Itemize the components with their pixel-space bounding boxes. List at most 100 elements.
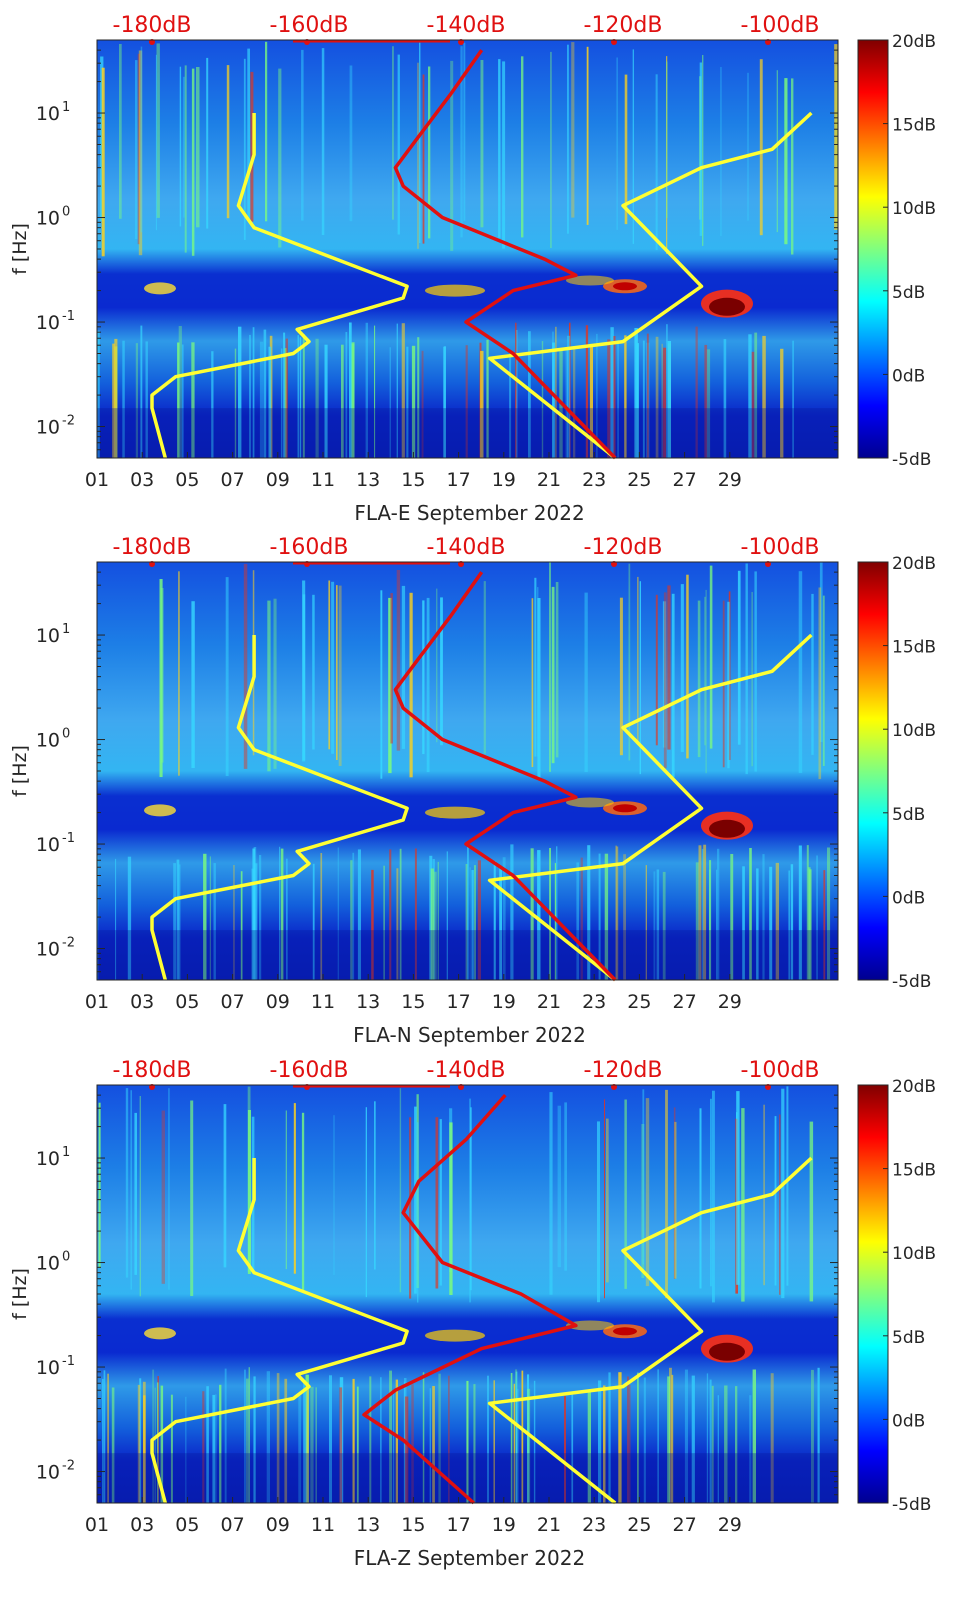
- y-tick-label: 10 -1: [36, 1354, 75, 1379]
- x-tick-label: 25: [627, 991, 651, 1013]
- x-tick-label: 15: [401, 1514, 425, 1536]
- y-tick-label: 10 1: [36, 100, 70, 125]
- x-tick-label: 05: [175, 469, 199, 491]
- y-tick-label: 10 -2: [36, 414, 75, 439]
- panel-fla-z: 01 03 05 07 09 11 13 15 17 19 21 23 25 27 29 FLA-Z Sept…: [9, 1058, 936, 1570]
- top-db-tick-label: -180dB: [113, 1058, 192, 1083]
- colorbar-tick-label: -5dB: [892, 450, 931, 470]
- y-tick-label: 10 0: [36, 727, 70, 752]
- x-tick-label: 29: [718, 1514, 742, 1536]
- spectrogram-hotspots: [144, 797, 753, 840]
- series-line-3: [393, 571, 617, 982]
- x-tick-label: 01: [85, 991, 109, 1013]
- top-db-tick-label: -120dB: [584, 535, 663, 560]
- x-tick-label: 01: [85, 1514, 109, 1536]
- x-tick-label: 09: [266, 991, 290, 1013]
- x-tick-label: 21: [537, 1514, 561, 1536]
- y-tick-label: 10 -2: [36, 1459, 75, 1484]
- colorbar-tick-label: 15dB: [892, 116, 936, 136]
- x-axis-label: FLA-N September 2022: [353, 1023, 586, 1047]
- colorbar-tick-label: -5dB: [892, 1495, 931, 1515]
- x-tick-label: 03: [130, 1514, 154, 1536]
- top-db-tick-label: -180dB: [113, 535, 192, 560]
- x-tick-label: 07: [221, 469, 245, 491]
- series-line-1: [150, 1158, 409, 1504]
- top-db-tick-label: -140dB: [427, 535, 506, 560]
- y-axis-label: f [Hz]: [9, 223, 31, 275]
- colorbar-tick-label: 20dB: [892, 1077, 936, 1097]
- x-tick-label: 25: [627, 1514, 651, 1536]
- colorbar-tick-label: 5dB: [892, 1328, 925, 1348]
- x-tick-label: 15: [401, 469, 425, 491]
- top-db-tick-label: -160dB: [270, 535, 349, 560]
- panel-fla-e: 01 03 05 07 09 11 13 15 17 19 21 23 25 27 29 FLA-E Sept…: [9, 13, 936, 525]
- top-db-tick-label: -140dB: [427, 13, 506, 38]
- y-tick-label: 10 0: [36, 1250, 70, 1275]
- colorbar-tick-label: 20dB: [892, 32, 936, 52]
- y-axis-label: f [Hz]: [9, 745, 31, 797]
- x-tick-label: 05: [175, 1514, 199, 1536]
- x-tick-label: 19: [492, 991, 516, 1013]
- colorbar-tick-label: 10dB: [892, 199, 936, 219]
- x-tick-label: 19: [492, 469, 516, 491]
- y-tick-label: 10 1: [36, 1145, 70, 1170]
- y-tick-label: 10 -1: [36, 309, 75, 334]
- colorbar-tick-label: -5dB: [892, 972, 931, 992]
- y-tick-label: 10 -2: [36, 936, 75, 961]
- x-tick-label: 17: [447, 469, 471, 491]
- series-line-2: [487, 111, 813, 460]
- spectrogram-hotspots: [144, 1320, 753, 1363]
- x-tick-label: 29: [718, 469, 742, 491]
- top-db-tick-label: -100dB: [741, 13, 820, 38]
- panel-fla-n: 01 03 05 07 09 11 13 15 17 19 21 23 25 27 29 FLA-N Sept…: [9, 535, 936, 1047]
- x-tick-label: 23: [582, 1514, 606, 1536]
- x-tick-label: 13: [356, 469, 380, 491]
- y-tick-label: 10 0: [36, 205, 70, 230]
- x-tick-label: 23: [582, 469, 606, 491]
- x-axis-label: FLA-Z September 2022: [354, 1546, 585, 1570]
- spectrogram-streaks: [97, 41, 838, 458]
- x-tick-label: 17: [447, 1514, 471, 1536]
- colorbar-tick-label: 20dB: [892, 554, 936, 574]
- top-db-tick-label: -100dB: [741, 535, 820, 560]
- colorbar-tick-label: 15dB: [892, 1161, 936, 1181]
- x-tick-label: 21: [537, 469, 561, 491]
- series-line-3: [362, 1093, 578, 1505]
- top-db-tick-label: -100dB: [741, 1058, 820, 1083]
- x-tick-label: 21: [537, 991, 561, 1013]
- x-tick-label: 17: [447, 991, 471, 1013]
- x-tick-label: 15: [401, 991, 425, 1013]
- x-tick-label: 03: [130, 469, 154, 491]
- colorbar-tick-label: 0dB: [892, 366, 925, 386]
- colorbar-tick-label: 0dB: [892, 888, 925, 908]
- x-tick-label: 09: [266, 469, 290, 491]
- colorbar-tick-label: 15dB: [892, 638, 936, 658]
- top-db-tick-label: -140dB: [427, 1058, 506, 1083]
- x-tick-label: 11: [311, 1514, 335, 1536]
- series-line-1: [150, 113, 409, 459]
- x-tick-label: 27: [673, 991, 697, 1013]
- x-tick-label: 03: [130, 991, 154, 1013]
- x-tick-label: 29: [718, 991, 742, 1013]
- colorbar-tick-label: 10dB: [892, 1244, 936, 1264]
- y-tick-label: 10 1: [36, 622, 70, 647]
- series-line-2: [487, 1156, 813, 1505]
- x-tick-label: 13: [356, 991, 380, 1013]
- x-tick-label: 09: [266, 1514, 290, 1536]
- x-tick-label: 11: [311, 991, 335, 1013]
- spectrogram-hotspots: [144, 275, 753, 318]
- top-db-tick-label: -180dB: [113, 13, 192, 38]
- colorbar: [857, 39, 889, 459]
- x-tick-label: 23: [582, 991, 606, 1013]
- x-tick-label: 25: [627, 469, 651, 491]
- colorbar: [857, 1084, 889, 1504]
- top-db-tick-label: -160dB: [270, 13, 349, 38]
- x-tick-label: 19: [492, 1514, 516, 1536]
- colorbar-tick-label: 10dB: [892, 721, 936, 741]
- colorbar-tick-label: 5dB: [892, 805, 925, 825]
- top-db-tick-label: -120dB: [584, 1058, 663, 1083]
- spectrogram-streaks: [97, 562, 831, 980]
- x-tick-label: 07: [221, 1514, 245, 1536]
- colorbar-tick-label: 0dB: [892, 1411, 925, 1431]
